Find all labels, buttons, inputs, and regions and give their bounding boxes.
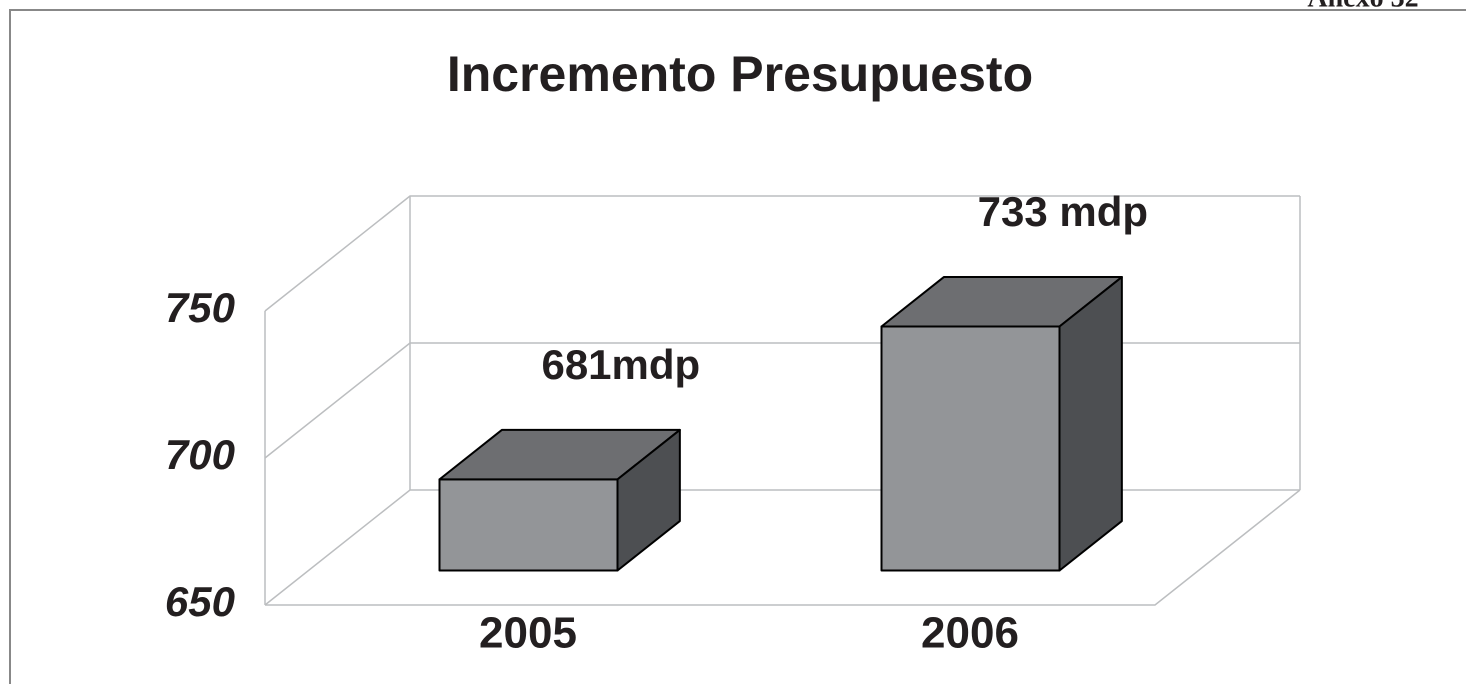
y-tick-label: 700 [165,431,235,478]
bar-side [1058,276,1123,572]
x-tick-label: 2005 [479,609,577,658]
grid-line [264,195,1300,312]
bar-front [438,478,619,572]
frame [9,9,1466,684]
bar-side [616,428,681,572]
annotation: Anexo 32 [1307,0,1418,13]
chart-title: Incremento Presupuesto [447,46,1033,102]
x-tick-label: 2006 [921,609,1019,658]
data-label: 733 mdp [978,188,1148,235]
y-tick-label: 750 [165,284,235,331]
floor-edge [265,489,1301,606]
data-label: 681mdp [541,341,700,388]
y-tick-label: 650 [165,578,235,625]
bar-front [880,325,1061,572]
